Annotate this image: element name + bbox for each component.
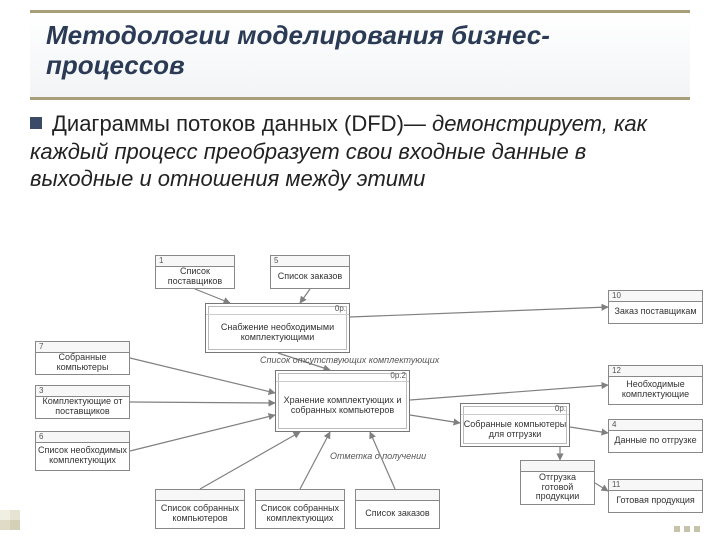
entity-label: Список поставщиков bbox=[156, 266, 234, 288]
arrow bbox=[195, 289, 230, 303]
entity-label: Необходимые комплектующие bbox=[609, 376, 702, 404]
process-label: Собранные компьютеры для отгрузки bbox=[461, 414, 569, 446]
arrow bbox=[130, 402, 275, 403]
arrow bbox=[200, 432, 300, 489]
process-node: 0p.Снабжение необходимыми комплектующими bbox=[205, 303, 350, 353]
entity-label: Собранные компьютеры bbox=[36, 352, 129, 374]
body-text: Диаграммы потоков данных (DFD)— демонстр… bbox=[30, 110, 690, 193]
flow-label: Отметка о получении bbox=[330, 451, 426, 461]
lead-text: Диаграммы потоков данных (DFD)— bbox=[52, 111, 426, 136]
flow-label: Список отсутствующих комплектующих bbox=[260, 355, 439, 365]
entity-label: Готовая продукция bbox=[609, 490, 702, 512]
entity-label: Данные по отгрузке bbox=[609, 430, 702, 452]
arrow bbox=[410, 385, 608, 400]
title-bar: Методологии моделирования бизнес-процесс… bbox=[30, 10, 690, 100]
entity-node: 4Данные по отгрузке bbox=[608, 419, 703, 453]
arrow bbox=[300, 289, 310, 303]
entity-label: Список заказов bbox=[271, 266, 349, 288]
entity-label: Список необходимых комплектующих bbox=[36, 442, 129, 470]
entity-node: 5Список заказов bbox=[270, 255, 350, 289]
entity-node: 12Необходимые комплектующие bbox=[608, 365, 703, 405]
arrow bbox=[570, 427, 608, 433]
dfd-diagram: 1Список поставщиков 5Список заказов 7Собра… bbox=[0, 255, 720, 540]
arrow bbox=[300, 432, 330, 489]
entity-node: Список собранных комплектующих bbox=[255, 489, 345, 529]
entity-label: Список собранных комплектующих bbox=[256, 500, 344, 528]
entity-node: Список заказов bbox=[355, 489, 440, 529]
entity-node: Список собранных компьютеров bbox=[155, 489, 245, 529]
slide: Методологии моделирования бизнес-процесс… bbox=[0, 0, 720, 540]
entity-node: 3Комплектующие от поставщиков bbox=[35, 385, 130, 419]
entity-label: Заказ поставщикам bbox=[609, 301, 702, 323]
dot-icon bbox=[674, 526, 680, 532]
footer-dots bbox=[674, 526, 700, 532]
entity-node: 11Готовая продукция bbox=[608, 479, 703, 513]
entity-node: 6Список необходимых комплектующих bbox=[35, 431, 130, 471]
arrow bbox=[410, 415, 460, 423]
entity-node: Отгрузка готовой продукции bbox=[520, 460, 595, 505]
entity-node: 1Список поставщиков bbox=[155, 255, 235, 289]
dot-icon bbox=[694, 526, 700, 532]
process-node: 0p.2Хранение комплектующих и собранных к… bbox=[275, 370, 410, 432]
entity-node: 10Заказ поставщикам bbox=[608, 290, 703, 324]
entity-label: Комплектующие от поставщиков bbox=[36, 396, 129, 418]
process-label: Снабжение необходимыми комплектующими bbox=[206, 314, 349, 352]
dot-icon bbox=[684, 526, 690, 532]
arrow bbox=[595, 483, 608, 491]
process-node: 0p.Собранные компьютеры для отгрузки bbox=[460, 403, 570, 447]
arrow bbox=[130, 415, 275, 451]
entity-label: Список заказов bbox=[356, 500, 439, 528]
slide-title: Методологии моделирования бизнес-процесс… bbox=[46, 21, 674, 81]
bullet-icon bbox=[30, 117, 42, 129]
arrow bbox=[350, 307, 608, 317]
arrow bbox=[130, 358, 275, 393]
entity-label: Отгрузка готовой продукции bbox=[521, 471, 594, 504]
entity-label: Список собранных компьютеров bbox=[156, 500, 244, 528]
corner-decoration bbox=[0, 510, 55, 540]
process-label: Хранение комплектующих и собранных компь… bbox=[276, 381, 409, 431]
entity-node: 7Собранные компьютеры bbox=[35, 341, 130, 375]
